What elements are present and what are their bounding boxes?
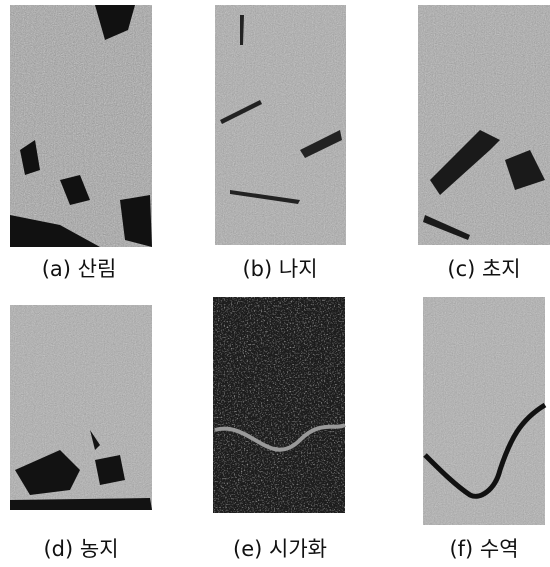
panel-caption: (c) 초지 [447, 257, 520, 281]
figure: (a) 산림 (b) 나지 (c) 초지 (d) 농지 (e) 시가화 (f) … [0, 0, 550, 567]
panel-image [213, 297, 345, 513]
panel-caption: (b) 나지 [242, 257, 317, 281]
panel-image [418, 5, 550, 245]
panel-caption: (a) 산림 [42, 257, 117, 281]
page: (a) 산림 (b) 나지 (c) 초지 (d) 농지 (e) 시가화 (f) … [0, 0, 550, 567]
panel-caption: (f) 수역 [449, 537, 518, 561]
panel-image [10, 5, 152, 247]
panel-image [423, 297, 545, 525]
panel-image [10, 305, 152, 510]
panel-caption: (e) 시가화 [233, 537, 327, 561]
panel-image [215, 5, 346, 245]
panel-caption: (d) 농지 [43, 537, 118, 561]
